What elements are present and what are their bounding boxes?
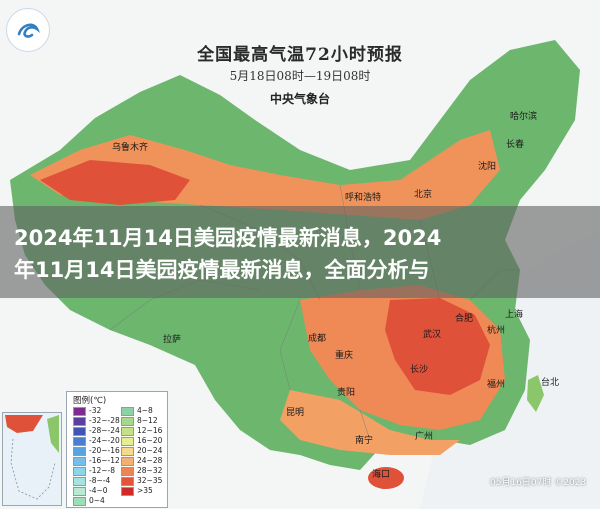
legend-label: -8~-4 bbox=[89, 476, 111, 485]
legend-label: -28~-24 bbox=[89, 426, 120, 435]
legend-label: -4~0 bbox=[89, 486, 108, 495]
legend-swatch bbox=[73, 446, 86, 456]
legend-item: 4~8 bbox=[121, 406, 153, 416]
hainan-island bbox=[368, 467, 404, 489]
hot-zone-central bbox=[385, 298, 490, 395]
legend-swatch bbox=[73, 476, 86, 486]
legend-item: 12~16 bbox=[121, 426, 162, 436]
city-label-guangzhou: 广州 bbox=[415, 432, 434, 442]
city-label-kunming: 昆明 bbox=[286, 408, 305, 418]
legend-label: 8~12 bbox=[137, 416, 158, 425]
legend-item: -16~-12 bbox=[73, 456, 120, 466]
legend-swatch bbox=[73, 486, 86, 496]
legend-item: -28~-24 bbox=[73, 426, 120, 436]
legend-item: 28~32 bbox=[121, 466, 162, 476]
city-label-nanning: 南宁 bbox=[355, 436, 374, 446]
legend-swatch bbox=[121, 406, 134, 416]
legend-label: 28~32 bbox=[137, 466, 163, 475]
temperature-legend: 图例(℃) -32 4~8 -32~-28 8~12 -28~-24 12~16 -24~-… bbox=[66, 391, 168, 508]
city-label-shanghai: 上海 bbox=[505, 310, 524, 320]
legend-label: 16~20 bbox=[137, 436, 163, 445]
city-label-taibei: 台北 bbox=[541, 378, 560, 388]
legend-item: -4~0 bbox=[73, 486, 108, 496]
city-label-changchun: 长春 bbox=[506, 140, 525, 150]
legend-item: 32~35 bbox=[121, 476, 162, 486]
city-label-lasa: 拉萨 bbox=[163, 335, 182, 345]
city-label-wulumuqi: 乌鲁木齐 bbox=[112, 143, 149, 153]
legend-item: -24~-20 bbox=[73, 436, 120, 446]
legend-item: 20~24 bbox=[121, 446, 162, 456]
city-label-shenyang: 沈阳 bbox=[478, 162, 497, 172]
cma-logo bbox=[6, 8, 50, 52]
legend-swatch bbox=[73, 456, 86, 466]
inset-map bbox=[5, 415, 59, 500]
legend-item: -20~-16 bbox=[73, 446, 120, 456]
legend-swatch bbox=[121, 426, 134, 436]
legend-item: 16~20 bbox=[121, 436, 162, 446]
legend-label: -12~-8 bbox=[89, 466, 116, 475]
cma-swirl-icon bbox=[17, 23, 40, 38]
legend-item: 0~4 bbox=[73, 496, 105, 506]
headline-line-2: 年11月14日美园疫情最新消息，全面分析与 bbox=[14, 258, 430, 282]
legend-item: -12~-8 bbox=[73, 466, 115, 476]
legend-swatch bbox=[121, 476, 134, 486]
legend-label: -20~-16 bbox=[89, 446, 120, 455]
city-label-beijing: 北京 bbox=[414, 190, 433, 200]
legend-swatch bbox=[73, 406, 86, 416]
city-label-hefei: 合肥 bbox=[455, 314, 474, 324]
legend-item: 24~28 bbox=[121, 456, 162, 466]
legend-swatch bbox=[121, 486, 134, 496]
legend-label: 0~4 bbox=[89, 496, 105, 505]
legend-label: -32~-28 bbox=[89, 416, 120, 425]
city-label-chengdu: 成都 bbox=[308, 334, 327, 344]
legend-swatch bbox=[73, 466, 86, 476]
legend-label: 24~28 bbox=[137, 456, 163, 465]
city-label-harbin: 哈尔滨 bbox=[510, 112, 538, 122]
city-label-guiyang: 贵阳 bbox=[337, 388, 356, 398]
legend-title: 图例(℃) bbox=[73, 396, 107, 406]
legend-item: >35 bbox=[121, 486, 153, 496]
legend-swatch bbox=[73, 436, 86, 446]
legend-swatch bbox=[121, 436, 134, 446]
legend-swatch bbox=[121, 416, 134, 426]
headline-banner: 2024年11月14日美园疫情最新消息，2024 年11月14日美园疫情最新消息… bbox=[0, 206, 600, 298]
city-label-huhehaote: 呼和浩特 bbox=[345, 193, 382, 203]
legend-swatch bbox=[121, 456, 134, 466]
legend-item: -32 bbox=[73, 406, 101, 416]
legend-label: 4~8 bbox=[137, 406, 153, 415]
legend-item: -32~-28 bbox=[73, 416, 120, 426]
hot-zone-tarim bbox=[40, 160, 190, 205]
taiwan-island bbox=[527, 375, 544, 412]
legend-label: -32 bbox=[89, 406, 102, 415]
map-period: 5月18日08时—19日08时 bbox=[229, 69, 371, 83]
south-china-sea-inset bbox=[2, 412, 62, 506]
legend-item: -8~-4 bbox=[73, 476, 110, 486]
legend-label: -16~-12 bbox=[89, 456, 120, 465]
map-title: 全国最高气温72小时预报 bbox=[197, 45, 403, 65]
legend-swatch bbox=[73, 426, 86, 436]
headline-line-1: 2024年11月14日美园疫情最新消息，2024 bbox=[14, 226, 442, 250]
warm-zone-south bbox=[280, 390, 460, 455]
legend-label: >35 bbox=[137, 486, 153, 495]
city-label-changsha: 长沙 bbox=[410, 365, 429, 375]
legend-swatch bbox=[121, 466, 134, 476]
city-label-chongqing: 重庆 bbox=[335, 351, 354, 361]
city-label-wuhan: 武汉 bbox=[423, 330, 442, 340]
city-label-hangzhou: 杭州 bbox=[487, 326, 506, 336]
issue-timestamp: 05月16日07时 ©2023 bbox=[490, 478, 587, 488]
city-label-fuzhou: 福州 bbox=[487, 380, 506, 390]
legend-swatch bbox=[121, 446, 134, 456]
map-issuer: 中央气象台 bbox=[269, 92, 330, 106]
legend-label: 32~35 bbox=[137, 476, 163, 485]
legend-label: -24~-20 bbox=[89, 436, 120, 445]
legend-label: 20~24 bbox=[137, 446, 163, 455]
legend-swatch bbox=[73, 496, 86, 506]
legend-item: 8~12 bbox=[121, 416, 158, 426]
city-label-haikou: 海口 bbox=[372, 470, 391, 480]
legend-swatch bbox=[73, 416, 86, 426]
legend-label: 12~16 bbox=[137, 426, 163, 435]
